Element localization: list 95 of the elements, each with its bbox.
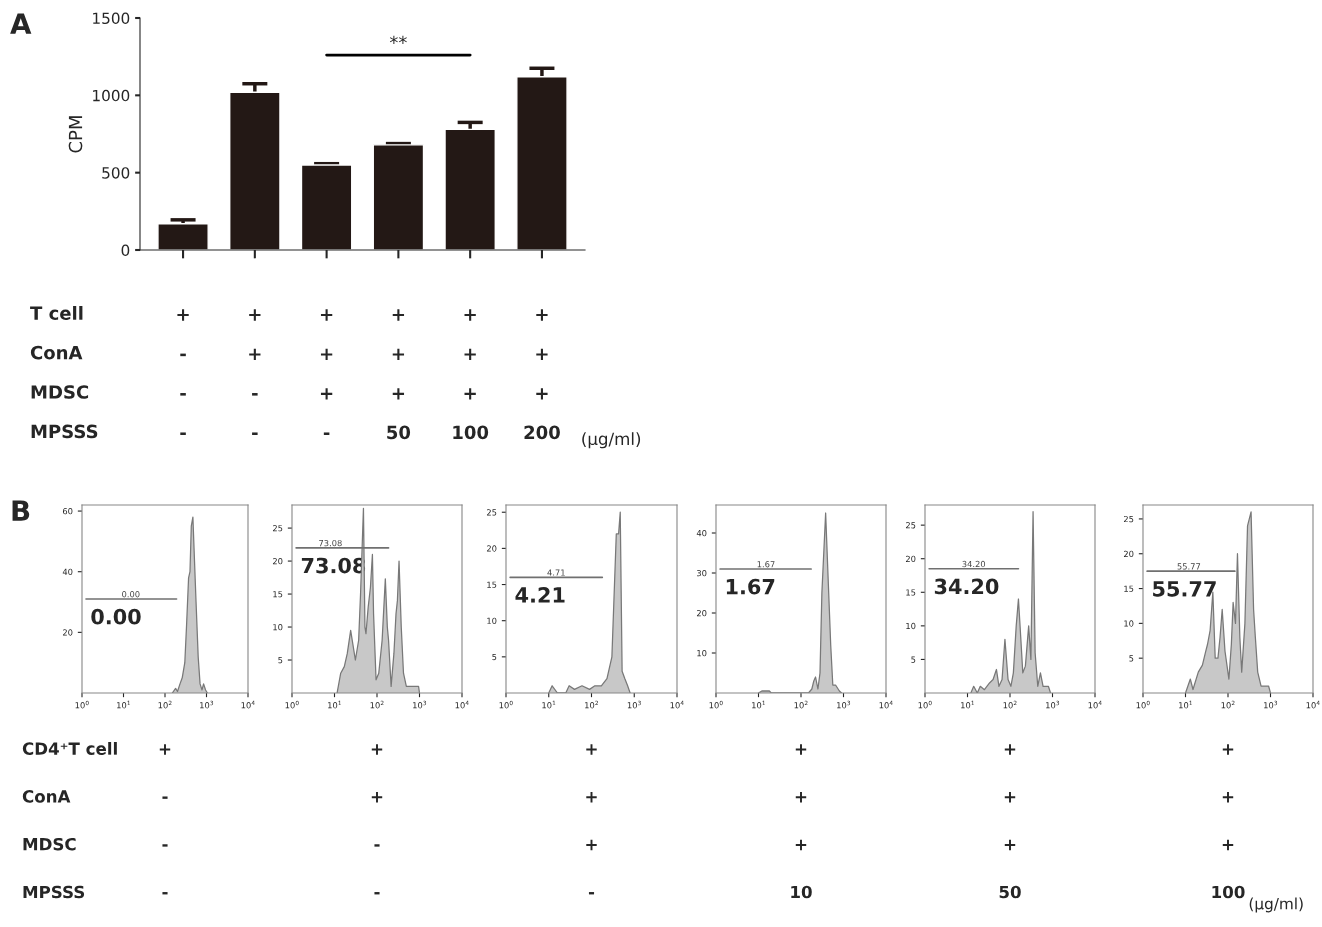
y-tick-label: 25: [1123, 515, 1134, 523]
x-tick-label: 10$^{1}$: [542, 700, 556, 709]
y-tick-label: 20: [905, 555, 916, 562]
x-tick-label: 10$^{4}$: [241, 700, 255, 709]
x-tick-label: 10$^{3}$: [837, 700, 851, 709]
category-label: + + + 100: [453, 309, 489, 440]
bar: [372, 144, 425, 250]
text: (μg/ml): [582, 432, 641, 449]
annotation: 55.77: [1153, 581, 1216, 597]
annotation: 0.00: [122, 591, 140, 598]
y-tick-label: 20: [696, 609, 707, 617]
y-tick-label: 15: [906, 589, 916, 596]
x-tick-label: 10$^{4}$: [1088, 700, 1102, 709]
x-tick-label: 10$^{0}$: [709, 700, 723, 709]
x-tick-label: 10$^{2}$: [1221, 700, 1235, 709]
category-label: + + + 200: [524, 309, 560, 440]
y-tick-label: 10: [487, 617, 497, 624]
category-label: + + + -: [320, 309, 333, 436]
x-tick-label: 10$^{2}$: [370, 700, 384, 709]
text: T cell ConA MDSC MPSSS: [30, 306, 98, 439]
x-tick-label: 10$^{3}$: [200, 700, 214, 709]
annotation: 73.08: [319, 539, 342, 547]
x-tick-label: 10$^{1}$: [328, 700, 342, 709]
annotation: 1.67: [757, 561, 775, 568]
annotation: 34.20: [934, 578, 999, 595]
x-tick-label: 10$^{2}$: [1003, 700, 1017, 709]
bar: [444, 128, 496, 250]
x-tick-label: 10$^{3}$: [1264, 700, 1278, 709]
annotation: **: [389, 35, 407, 44]
y-tick-label: 20: [486, 545, 497, 552]
text: + - - -: [159, 744, 171, 895]
y-tick-label: 40: [62, 568, 73, 575]
annotation: 1.67: [726, 578, 775, 595]
x-tick-label: 10$^{0}$: [918, 700, 932, 709]
y-tick-label: 10: [273, 624, 283, 631]
x-tick-label: 10$^{0}$: [1136, 700, 1150, 709]
x-tick-label: 10$^{2}$: [158, 700, 172, 709]
x-tick-label: 10$^{3}$: [413, 700, 427, 709]
annotation: 34.20: [962, 560, 986, 568]
y-tick-label: 25: [905, 522, 916, 529]
y-tick-label: 5: [492, 653, 497, 661]
x-tick-label: 10$^{2}$: [585, 700, 598, 709]
annotation: 55.77: [1177, 563, 1201, 570]
x-tick-label: 10$^{0}$: [285, 700, 299, 709]
y-tick-label: 25: [486, 509, 497, 516]
y-tick-label: 15: [273, 591, 283, 598]
y-tick-label: 1000: [93, 89, 130, 102]
text: + + + 10: [791, 744, 812, 899]
category-label: + + - -: [249, 309, 261, 436]
chart-title: A: [10, 13, 32, 34]
y-tick-label: 20: [1123, 550, 1134, 558]
bar: [300, 164, 353, 250]
y-tick-label: 15: [487, 581, 497, 588]
y-tick-label: 5: [1129, 655, 1134, 662]
y-axis-title: CPM: [68, 116, 83, 153]
x-tick-label: 10$^{1}$: [752, 700, 766, 709]
chart-title: B: [12, 500, 30, 521]
y-tick-label: 20: [62, 629, 73, 636]
y-tick-label: 30: [697, 569, 707, 577]
y-tick-label: 20: [272, 558, 283, 565]
y-tick-label: 5: [278, 657, 283, 664]
text: + + + 50: [999, 744, 1021, 899]
y-tick-label: 10: [906, 622, 916, 630]
category-label: + + + 50: [387, 309, 411, 440]
y-tick-label: 500: [102, 167, 130, 179]
y-tick-label: 1500: [93, 12, 130, 25]
x-tick-label: 10$^{3}$: [627, 700, 641, 709]
x-tick-label: 10$^{1}$: [117, 700, 131, 709]
category-label: + - - -: [177, 309, 189, 436]
y-tick-label: 15: [1124, 585, 1134, 592]
x-tick-label: 10$^{4}$: [1306, 700, 1320, 709]
text: + + - -: [371, 744, 383, 895]
x-tick-label: 10$^{1}$: [1179, 700, 1193, 709]
y-tick-label: 5: [911, 656, 916, 663]
y-tick-label: 0: [121, 244, 130, 257]
text: (μg/ml): [1249, 897, 1303, 913]
annotation: 4.71: [547, 569, 565, 576]
x-tick-label: 10$^{0}$: [499, 700, 513, 709]
x-tick-label: 10$^{3}$: [1046, 700, 1060, 709]
x-tick-label: 10$^{4}$: [879, 700, 893, 709]
x-tick-label: 10$^{0}$: [75, 700, 89, 709]
annotation: 4.21: [515, 587, 565, 603]
y-tick-label: 10: [697, 649, 707, 657]
text: + + + 100: [1212, 744, 1245, 899]
annotation: 0.00: [91, 608, 141, 625]
y-tick-label: 25: [272, 525, 283, 532]
x-tick-label: 10$^{4}$: [455, 700, 469, 709]
y-tick-label: 40: [696, 529, 707, 537]
text: + + + -: [586, 744, 597, 895]
y-tick-label: 10: [1124, 620, 1134, 627]
x-tick-label: 10$^{4}$: [670, 700, 684, 709]
y-tick-label: 60: [62, 508, 73, 515]
x-tick-label: 10$^{2}$: [794, 700, 808, 709]
text: CD4⁺T cell ConA MDSC MPSSS: [22, 742, 117, 899]
x-tick-label: 10$^{1}$: [961, 700, 975, 709]
